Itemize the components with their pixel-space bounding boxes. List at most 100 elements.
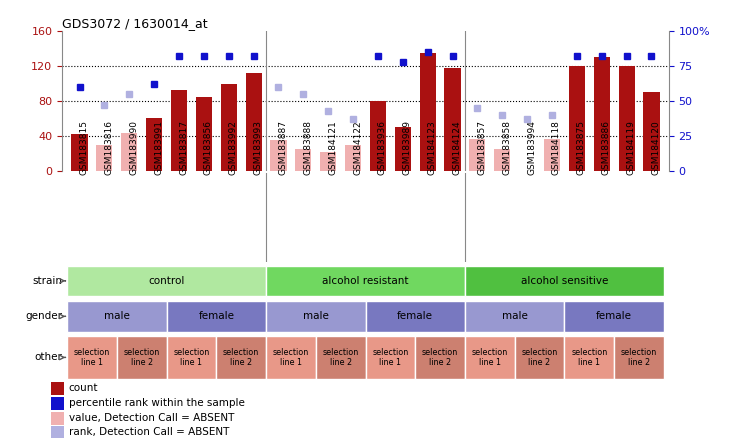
- Text: GSM184124: GSM184124: [452, 120, 461, 175]
- Text: gender: gender: [26, 311, 63, 321]
- Bar: [366, 336, 415, 379]
- Text: GSM183993: GSM183993: [254, 120, 262, 175]
- Bar: [465, 266, 664, 296]
- Text: GSM183888: GSM183888: [303, 120, 312, 175]
- Text: selection
line 1: selection line 1: [571, 348, 607, 367]
- Text: strain: strain: [33, 276, 63, 286]
- Text: male: male: [104, 311, 130, 321]
- Bar: [266, 336, 316, 379]
- Text: selection
line 1: selection line 1: [273, 348, 309, 367]
- Bar: [51, 382, 64, 395]
- Bar: [270, 140, 287, 171]
- Text: GSM184119: GSM184119: [626, 120, 635, 175]
- Bar: [51, 397, 64, 409]
- Text: GSM183886: GSM183886: [602, 120, 610, 175]
- Bar: [366, 301, 465, 332]
- Bar: [221, 83, 237, 171]
- Bar: [67, 336, 117, 379]
- Text: male: male: [501, 311, 528, 321]
- Text: alcohol resistant: alcohol resistant: [322, 276, 409, 286]
- Text: GSM183816: GSM183816: [105, 120, 113, 175]
- Text: GSM183817: GSM183817: [179, 120, 188, 175]
- Bar: [316, 336, 366, 379]
- Text: GDS3072 / 1630014_at: GDS3072 / 1630014_at: [62, 17, 208, 30]
- Bar: [444, 68, 461, 171]
- Text: selection
line 1: selection line 1: [173, 348, 210, 367]
- Bar: [544, 139, 560, 171]
- Text: female: female: [198, 311, 235, 321]
- Bar: [51, 426, 64, 438]
- Text: GSM184120: GSM184120: [651, 120, 661, 175]
- Text: GSM183858: GSM183858: [502, 120, 511, 175]
- Text: selection
line 2: selection line 2: [223, 348, 260, 367]
- Bar: [146, 119, 162, 171]
- Bar: [465, 336, 515, 379]
- Text: value, Detection Call = ABSENT: value, Detection Call = ABSENT: [69, 413, 234, 423]
- Text: selection
line 2: selection line 2: [322, 348, 359, 367]
- Bar: [618, 66, 635, 171]
- Text: GSM183991: GSM183991: [154, 120, 163, 175]
- Bar: [469, 139, 485, 171]
- Text: GSM183936: GSM183936: [378, 120, 387, 175]
- Text: rank, Detection Call = ABSENT: rank, Detection Call = ABSENT: [69, 427, 229, 437]
- Bar: [420, 53, 436, 171]
- Text: GSM183992: GSM183992: [229, 120, 238, 175]
- Text: GSM184121: GSM184121: [328, 120, 337, 175]
- Text: count: count: [69, 383, 98, 393]
- Bar: [246, 73, 262, 171]
- Bar: [320, 152, 336, 171]
- Text: GSM183990: GSM183990: [129, 120, 138, 175]
- Text: GSM184123: GSM184123: [428, 120, 436, 175]
- Text: GSM183887: GSM183887: [279, 120, 287, 175]
- Bar: [415, 336, 465, 379]
- Bar: [167, 336, 216, 379]
- Bar: [266, 266, 465, 296]
- Text: GSM184122: GSM184122: [353, 120, 362, 175]
- Bar: [67, 266, 266, 296]
- Bar: [96, 145, 113, 171]
- Text: selection
line 2: selection line 2: [422, 348, 458, 367]
- Bar: [266, 301, 366, 332]
- Bar: [515, 336, 564, 379]
- Text: GSM184118: GSM184118: [552, 120, 561, 175]
- Text: female: female: [596, 311, 632, 321]
- Text: selection
line 2: selection line 2: [124, 348, 160, 367]
- Text: male: male: [303, 311, 329, 321]
- Text: selection
line 2: selection line 2: [621, 348, 657, 367]
- Text: GSM183815: GSM183815: [80, 120, 88, 175]
- Text: other: other: [35, 353, 63, 362]
- Bar: [594, 57, 610, 171]
- Bar: [117, 336, 167, 379]
- Bar: [121, 133, 137, 171]
- Bar: [494, 149, 510, 171]
- Bar: [395, 127, 411, 171]
- Bar: [171, 90, 187, 171]
- Text: control: control: [148, 276, 185, 286]
- Bar: [569, 66, 585, 171]
- Text: percentile rank within the sample: percentile rank within the sample: [69, 398, 245, 408]
- Text: GSM183856: GSM183856: [204, 120, 213, 175]
- Bar: [51, 412, 64, 424]
- Text: selection
line 2: selection line 2: [521, 348, 558, 367]
- Text: selection
line 1: selection line 1: [372, 348, 409, 367]
- Bar: [67, 301, 167, 332]
- Bar: [216, 336, 266, 379]
- Text: GSM183875: GSM183875: [577, 120, 586, 175]
- Bar: [643, 92, 659, 171]
- Bar: [614, 336, 664, 379]
- Bar: [196, 97, 212, 171]
- Text: GSM183994: GSM183994: [527, 120, 536, 175]
- Text: GSM183857: GSM183857: [477, 120, 486, 175]
- Bar: [295, 149, 311, 171]
- Bar: [564, 301, 664, 332]
- Text: GSM183989: GSM183989: [403, 120, 412, 175]
- Bar: [564, 336, 614, 379]
- Bar: [167, 301, 266, 332]
- Bar: [370, 101, 386, 171]
- Text: selection
line 1: selection line 1: [471, 348, 508, 367]
- Bar: [345, 145, 361, 171]
- Text: selection
line 1: selection line 1: [74, 348, 110, 367]
- Text: female: female: [397, 311, 433, 321]
- Text: alcohol sensitive: alcohol sensitive: [520, 276, 608, 286]
- Bar: [465, 301, 564, 332]
